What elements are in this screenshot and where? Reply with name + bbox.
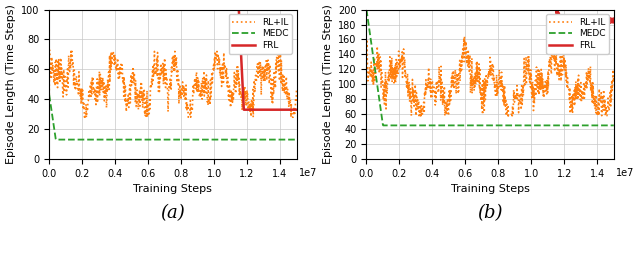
Y-axis label: Episode Length (Time Steps): Episode Length (Time Steps) xyxy=(323,4,333,164)
RL+IL xyxy=(81,116,88,119)
Line: FRL: FRL xyxy=(49,10,296,110)
FRL xyxy=(285,108,293,111)
FRL xyxy=(375,8,383,11)
FRL xyxy=(603,20,611,23)
X-axis label: Training Steps: Training Steps xyxy=(133,184,212,194)
FRL xyxy=(363,8,371,11)
Line: RL+IL: RL+IL xyxy=(367,36,614,116)
Legend: RL+IL, MEDC, FRL: RL+IL, MEDC, FRL xyxy=(546,14,609,54)
RL+IL xyxy=(408,114,415,117)
FRL xyxy=(595,23,603,26)
Y-axis label: Episode Length (Time Steps): Episode Length (Time Steps) xyxy=(6,4,15,164)
RL+IL xyxy=(45,48,53,51)
RL+IL xyxy=(577,98,584,101)
FRL xyxy=(159,8,167,11)
Line: FRL: FRL xyxy=(367,8,614,24)
Text: 1e7: 1e7 xyxy=(299,168,317,178)
FRL xyxy=(166,8,173,11)
RL+IL xyxy=(259,78,267,81)
FRL xyxy=(292,108,300,111)
MEDC xyxy=(363,8,371,11)
FRL xyxy=(483,8,491,11)
RL+IL xyxy=(390,67,397,70)
MEDC xyxy=(233,138,241,141)
MEDC xyxy=(513,124,521,127)
MEDC xyxy=(204,138,211,141)
MEDC xyxy=(378,114,385,118)
FRL xyxy=(285,108,293,111)
RL+IL xyxy=(549,50,557,53)
MEDC xyxy=(189,138,197,141)
FRL xyxy=(240,108,248,111)
RL+IL xyxy=(196,91,204,94)
MEDC xyxy=(292,138,300,141)
Line: MEDC: MEDC xyxy=(367,10,614,125)
Text: (a): (a) xyxy=(161,204,185,222)
Line: MEDC: MEDC xyxy=(49,95,296,140)
Line: RL+IL: RL+IL xyxy=(49,50,296,117)
RL+IL xyxy=(363,68,371,71)
FRL xyxy=(45,8,53,11)
FRL xyxy=(557,20,565,23)
FRL xyxy=(240,108,248,111)
RL+IL xyxy=(189,88,197,91)
RL+IL xyxy=(550,34,557,37)
X-axis label: Training Steps: Training Steps xyxy=(451,184,529,194)
RL+IL xyxy=(610,75,618,78)
RL+IL xyxy=(539,77,547,80)
FRL xyxy=(603,20,611,23)
FRL xyxy=(552,6,560,10)
RL+IL xyxy=(204,100,211,104)
FRL xyxy=(58,8,66,11)
MEDC xyxy=(52,138,60,141)
RL+IL xyxy=(45,98,53,101)
MEDC xyxy=(507,124,515,127)
MEDC xyxy=(610,124,618,127)
Legend: RL+IL, MEDC, FRL: RL+IL, MEDC, FRL xyxy=(228,14,292,54)
MEDC xyxy=(196,138,204,141)
RL+IL xyxy=(234,79,241,82)
MEDC xyxy=(380,124,387,127)
MEDC xyxy=(45,93,53,96)
RL+IL xyxy=(468,78,476,81)
Text: (b): (b) xyxy=(477,204,503,222)
FRL xyxy=(476,8,484,11)
MEDC xyxy=(259,138,266,141)
MEDC xyxy=(576,124,584,127)
MEDC xyxy=(520,124,528,127)
FRL xyxy=(610,17,618,21)
Text: 1e7: 1e7 xyxy=(616,168,635,178)
MEDC xyxy=(61,138,68,141)
MEDC xyxy=(550,124,558,127)
RL+IL xyxy=(61,73,68,76)
RL+IL xyxy=(292,86,300,90)
RL+IL xyxy=(428,92,435,96)
